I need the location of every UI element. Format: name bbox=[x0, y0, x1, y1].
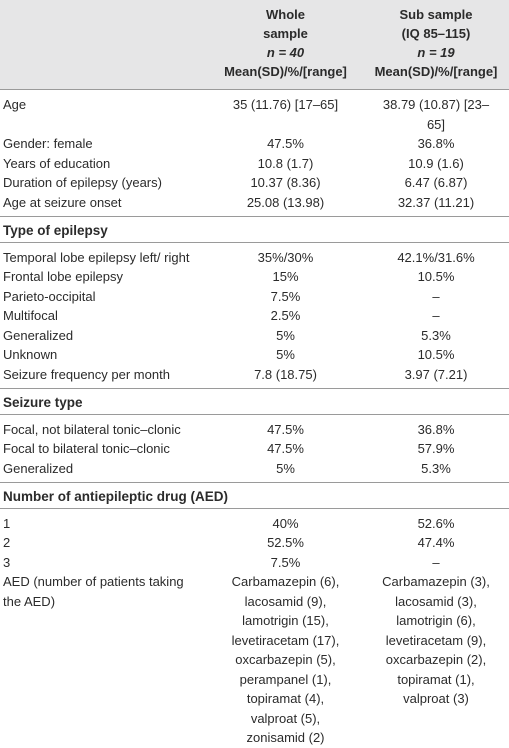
cell-value: 52.6% bbox=[417, 515, 455, 531]
cell-value: 36.8% bbox=[417, 421, 455, 437]
cell-value: 35 (11.76) [17–65] bbox=[232, 97, 339, 112]
row-label: Seizure frequency per month bbox=[0, 364, 208, 389]
header-row: Whole sample n = 40 Mean(SD)/%/[range] Sub s… bbox=[0, 0, 509, 90]
cell-value: – bbox=[432, 308, 440, 323]
row-label: Multifocal bbox=[3, 308, 58, 323]
section-row: Type of epilepsy bbox=[0, 216, 509, 243]
cell-value: 15% bbox=[272, 269, 299, 284]
table-row: 2 52.5% 47.4% bbox=[0, 533, 509, 553]
table-body: Age 35 (11.76) [17–65] 38.79 (10.87) [23–6… bbox=[0, 90, 509, 748]
cell-value: 25.08 (13.98) bbox=[208, 192, 363, 217]
cell-value: 32.37 (11.21) bbox=[363, 192, 509, 217]
cell-value: 47.5% bbox=[267, 441, 304, 456]
section-row: Number of antiepileptic drug (AED) bbox=[0, 482, 509, 509]
cell-value: 2.5% bbox=[270, 308, 301, 323]
header-line: n = 40 bbox=[266, 45, 305, 60]
row-label: Duration of epilepsy (years) bbox=[3, 175, 162, 190]
column-header: Sub sample (IQ 85–115) n = 19 Mean(SD)/%/[r… bbox=[363, 0, 509, 90]
cell-value: 7.5% bbox=[270, 288, 301, 304]
cell-value: 47.4% bbox=[417, 535, 455, 550]
cell-value: 7.8 (18.75) bbox=[208, 364, 363, 389]
table-row: Temporal lobe epilepsy left/ right 35%/30… bbox=[0, 242, 509, 267]
header-line: Sub sample bbox=[399, 7, 473, 22]
cell-value: Carbamazepin (6), lacosamid (9), lamotri… bbox=[231, 574, 340, 745]
row-label: Unknown bbox=[3, 347, 58, 362]
cell-value: – bbox=[432, 288, 440, 304]
cell-value: 6.47 (6.87) bbox=[404, 175, 468, 190]
cell-value: 5.3% bbox=[363, 458, 509, 483]
row-label: Focal, not bilateral tonic–clonic bbox=[3, 421, 181, 437]
row-label: Years of education bbox=[3, 155, 111, 171]
table-header: Whole sample n = 40 Mean(SD)/%/[range] Sub s… bbox=[0, 0, 509, 90]
cell-value: 10.9 (1.6) bbox=[408, 155, 464, 171]
row-label: Parieto-occipital bbox=[3, 288, 96, 304]
row-label: Frontal lobe epilepsy bbox=[3, 269, 123, 284]
cell-value: 5% bbox=[276, 347, 295, 362]
table-row: Generalized 5% 5.3% bbox=[0, 326, 509, 346]
section-title: Number of antiepileptic drug (AED) bbox=[0, 482, 509, 509]
cell-value: 10.5% bbox=[417, 269, 455, 284]
cell-value: 10.8 (1.7) bbox=[257, 155, 314, 171]
table-row: Frontal lobe epilepsy 15% 10.5% bbox=[0, 267, 509, 287]
cell-value: 57.9% bbox=[417, 441, 455, 456]
table-row: Gender: female 47.5% 36.8% bbox=[0, 134, 509, 154]
table-row: Years of education 10.8 (1.7) 10.9 (1.6) bbox=[0, 154, 509, 174]
cell-value: 5.3% bbox=[421, 327, 451, 343]
table-row: 1 40% 52.6% bbox=[0, 508, 509, 533]
header-line: sample bbox=[263, 26, 308, 41]
header-line: n = 19 bbox=[417, 45, 455, 60]
header-line: Whole bbox=[266, 7, 305, 22]
table-row: 3 7.5% – bbox=[0, 553, 509, 573]
cell-value: 47.5% bbox=[267, 136, 304, 151]
cell-value: 40% bbox=[272, 515, 299, 531]
column-header: Whole sample n = 40 Mean(SD)/%/[range] bbox=[208, 0, 363, 90]
cell-value: 38.79 (10.87) [23–65] bbox=[382, 97, 490, 132]
header-line: Mean(SD)/%/[range] bbox=[224, 64, 347, 79]
cell-value: 10.5% bbox=[417, 347, 455, 362]
row-label: Age bbox=[3, 97, 27, 112]
row-label: 3 bbox=[3, 554, 11, 570]
cell-value: 35%/30% bbox=[257, 249, 314, 265]
table-row: Unknown 5% 10.5% bbox=[0, 345, 509, 365]
table-row: Age at seizure onset 25.08 (13.98) 32.37 (… bbox=[0, 192, 509, 217]
table-row: Focal, not bilateral tonic–clonic 47.5% 36… bbox=[0, 414, 509, 439]
cell-value: 36.8% bbox=[417, 136, 455, 151]
header-line: Mean(SD)/%/[range] bbox=[374, 64, 498, 79]
row-label: 2 bbox=[3, 535, 11, 550]
row-label: Age at seizure onset bbox=[0, 192, 208, 217]
table-row: Generalized 5% 5.3% bbox=[0, 458, 509, 483]
row-label: Generalized bbox=[3, 327, 74, 343]
cell-value: 52.5% bbox=[267, 535, 304, 550]
cell-value: 7.5% bbox=[270, 554, 301, 570]
table-row: Focal to bilateral tonic–clonic 47.5% 57.9… bbox=[0, 439, 509, 459]
cell-value: Carbamazepin (3), lacosamid (3), lamotri… bbox=[382, 574, 490, 706]
cell-value: 47.5% bbox=[267, 421, 304, 437]
row-label: Temporal lobe epilepsy left/ right bbox=[3, 249, 190, 265]
cell-value: 3.97 (7.21) bbox=[363, 364, 509, 389]
header-line: (IQ 85–115) bbox=[401, 26, 471, 41]
cell-value: – bbox=[432, 554, 440, 570]
row-label: AED (number of patients taking the AED) bbox=[3, 574, 184, 609]
section-title: Seizure type bbox=[0, 388, 509, 415]
table-row: Multifocal 2.5% – bbox=[0, 306, 509, 326]
row-label: Gender: female bbox=[3, 136, 93, 151]
cell-value: 5% bbox=[276, 327, 295, 343]
table-row: Duration of epilepsy (years) 10.37 (8.36)… bbox=[0, 173, 509, 193]
cell-value: 5% bbox=[208, 458, 363, 483]
row-label: Generalized bbox=[0, 458, 208, 483]
table-row: Age 35 (11.76) [17–65] 38.79 (10.87) [23–6… bbox=[0, 90, 509, 135]
row-label: Focal to bilateral tonic–clonic bbox=[3, 441, 170, 456]
cell-value: 10.37 (8.36) bbox=[250, 175, 321, 190]
table-row: Parieto-occipital 7.5% – bbox=[0, 287, 509, 307]
section-title: Type of epilepsy bbox=[0, 216, 509, 243]
section-row: Seizure type bbox=[0, 388, 509, 415]
table-row: Seizure frequency per month 7.8 (18.75) 3.… bbox=[0, 364, 509, 389]
header-empty bbox=[0, 0, 208, 90]
cell-value: 42.1%/31.6% bbox=[397, 249, 475, 265]
row-label: 1 bbox=[3, 515, 11, 531]
table-row: AED (number of patients taking the AED) C… bbox=[0, 572, 509, 748]
